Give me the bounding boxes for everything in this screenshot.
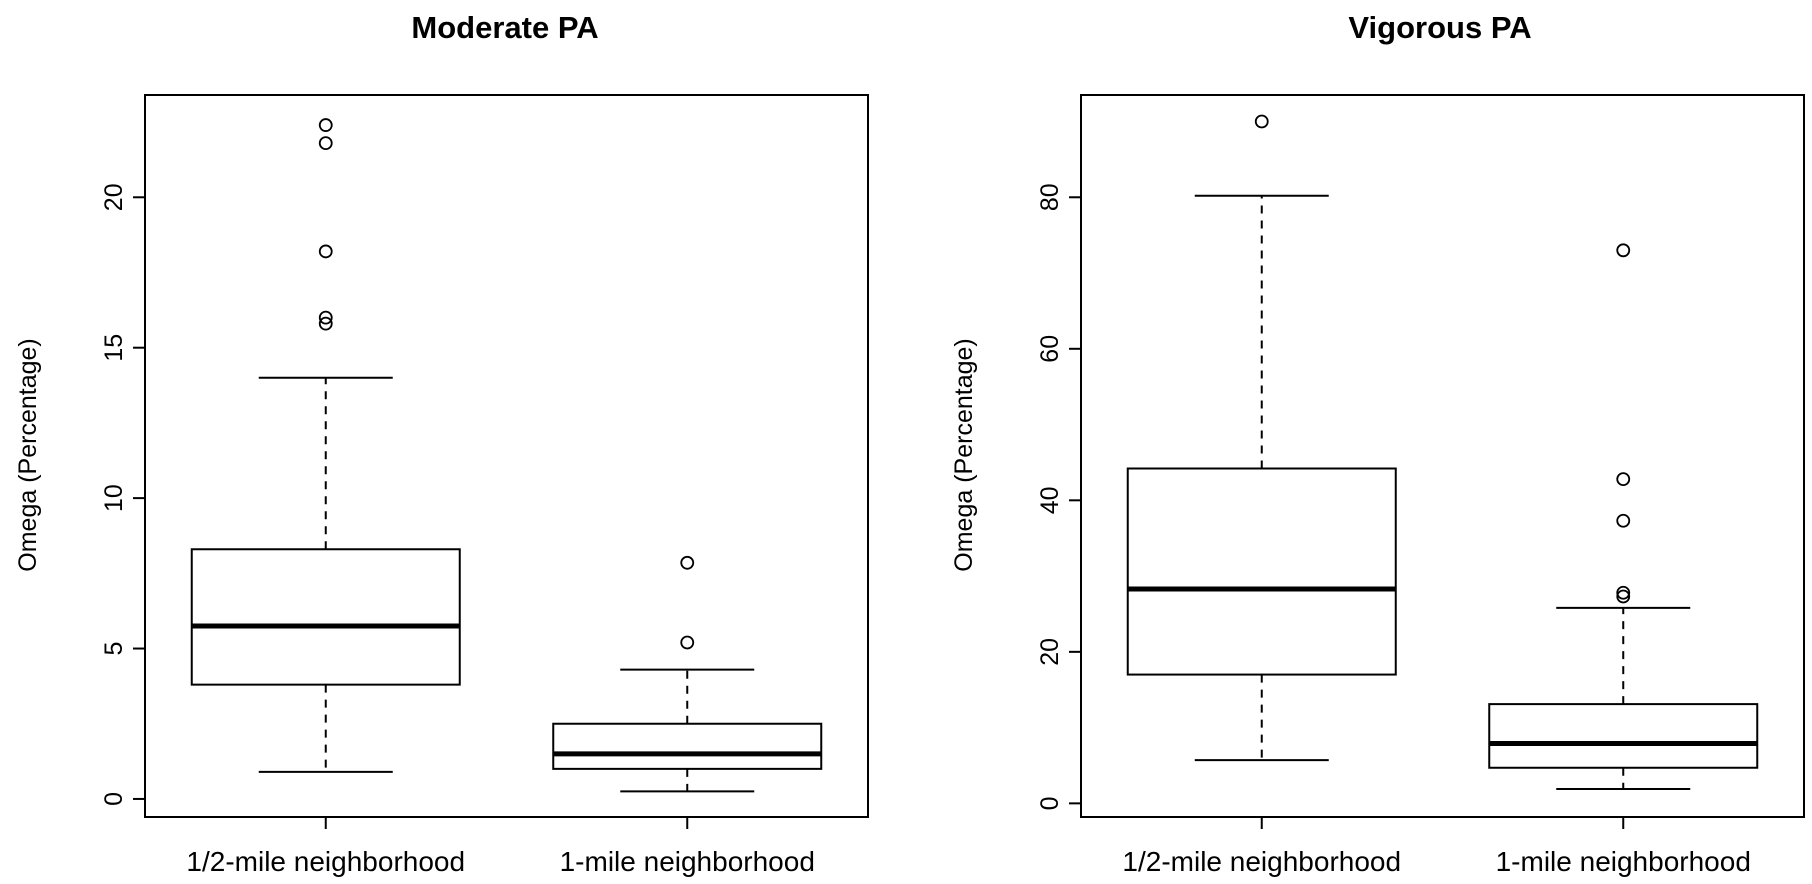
box-2 xyxy=(1488,243,1759,790)
y-tick-label: 20 xyxy=(1036,638,1064,666)
x-tick-label: 1/2-mile neighborhood xyxy=(186,846,465,877)
y-axis-label: Omega (Percentage) xyxy=(14,338,42,571)
x-tick-label: 1-mile neighborhood xyxy=(1496,846,1751,877)
x-axis: 1/2-mile neighborhood 1-mile neighborhood xyxy=(1122,817,1751,877)
y-tick-label: 0 xyxy=(1036,796,1064,810)
vigorous-pa-panel: Vigorous PA Omega (Percentage) 0 20 40 60 80… xyxy=(950,10,1805,877)
outlier-point xyxy=(318,136,333,151)
interquartile-box xyxy=(552,722,823,770)
outlier-point xyxy=(1616,243,1631,258)
chart-title: Vigorous PA xyxy=(1348,10,1531,45)
outlier-point xyxy=(1616,513,1631,528)
interquartile-box xyxy=(1488,703,1759,769)
y-axis: 0 5 10 15 20 xyxy=(100,183,145,806)
y-tick-label: 40 xyxy=(1036,486,1064,514)
y-tick-label: 20 xyxy=(100,183,128,211)
outlier-point xyxy=(1616,585,1631,600)
y-tick-label: 10 xyxy=(100,484,128,512)
outlier-point xyxy=(1616,472,1631,487)
box-series xyxy=(1126,114,1759,790)
outlier-point xyxy=(318,310,333,325)
y-tick-label: 80 xyxy=(1036,183,1064,211)
outlier-point xyxy=(318,118,333,132)
x-axis: 1/2-mile neighborhood 1-mile neighborhood xyxy=(186,817,815,877)
outlier-point xyxy=(318,316,333,331)
y-tick-label: 5 xyxy=(100,642,128,656)
interquartile-box xyxy=(1126,467,1397,676)
outlier-point xyxy=(680,635,695,650)
outlier-point xyxy=(680,555,695,570)
plot-frame xyxy=(1080,94,1805,818)
chart-title: Moderate PA xyxy=(411,10,598,45)
y-axis-label: Omega (Percentage) xyxy=(950,338,978,571)
y-axis: 0 20 40 60 80 xyxy=(1036,183,1081,810)
interquartile-box xyxy=(190,548,461,686)
outlier-point xyxy=(1254,114,1269,129)
moderate-pa-panel: Moderate PA Omega (Percentage) 05101520 … xyxy=(14,10,869,877)
outlier-point xyxy=(318,244,333,259)
box-series xyxy=(190,118,823,793)
plot-frame xyxy=(144,94,869,818)
x-tick-label: 1/2-mile neighborhood xyxy=(1122,846,1401,877)
outlier-point xyxy=(1616,589,1631,604)
y-tick-label: 0 xyxy=(100,792,128,806)
y-tick-label: 60 xyxy=(1036,335,1064,363)
x-tick-label: 1-mile neighborhood xyxy=(560,846,815,877)
y-tick-label: 15 xyxy=(100,334,128,362)
box-1 xyxy=(190,118,461,773)
box-2 xyxy=(552,555,823,793)
box-1 xyxy=(1126,114,1397,762)
